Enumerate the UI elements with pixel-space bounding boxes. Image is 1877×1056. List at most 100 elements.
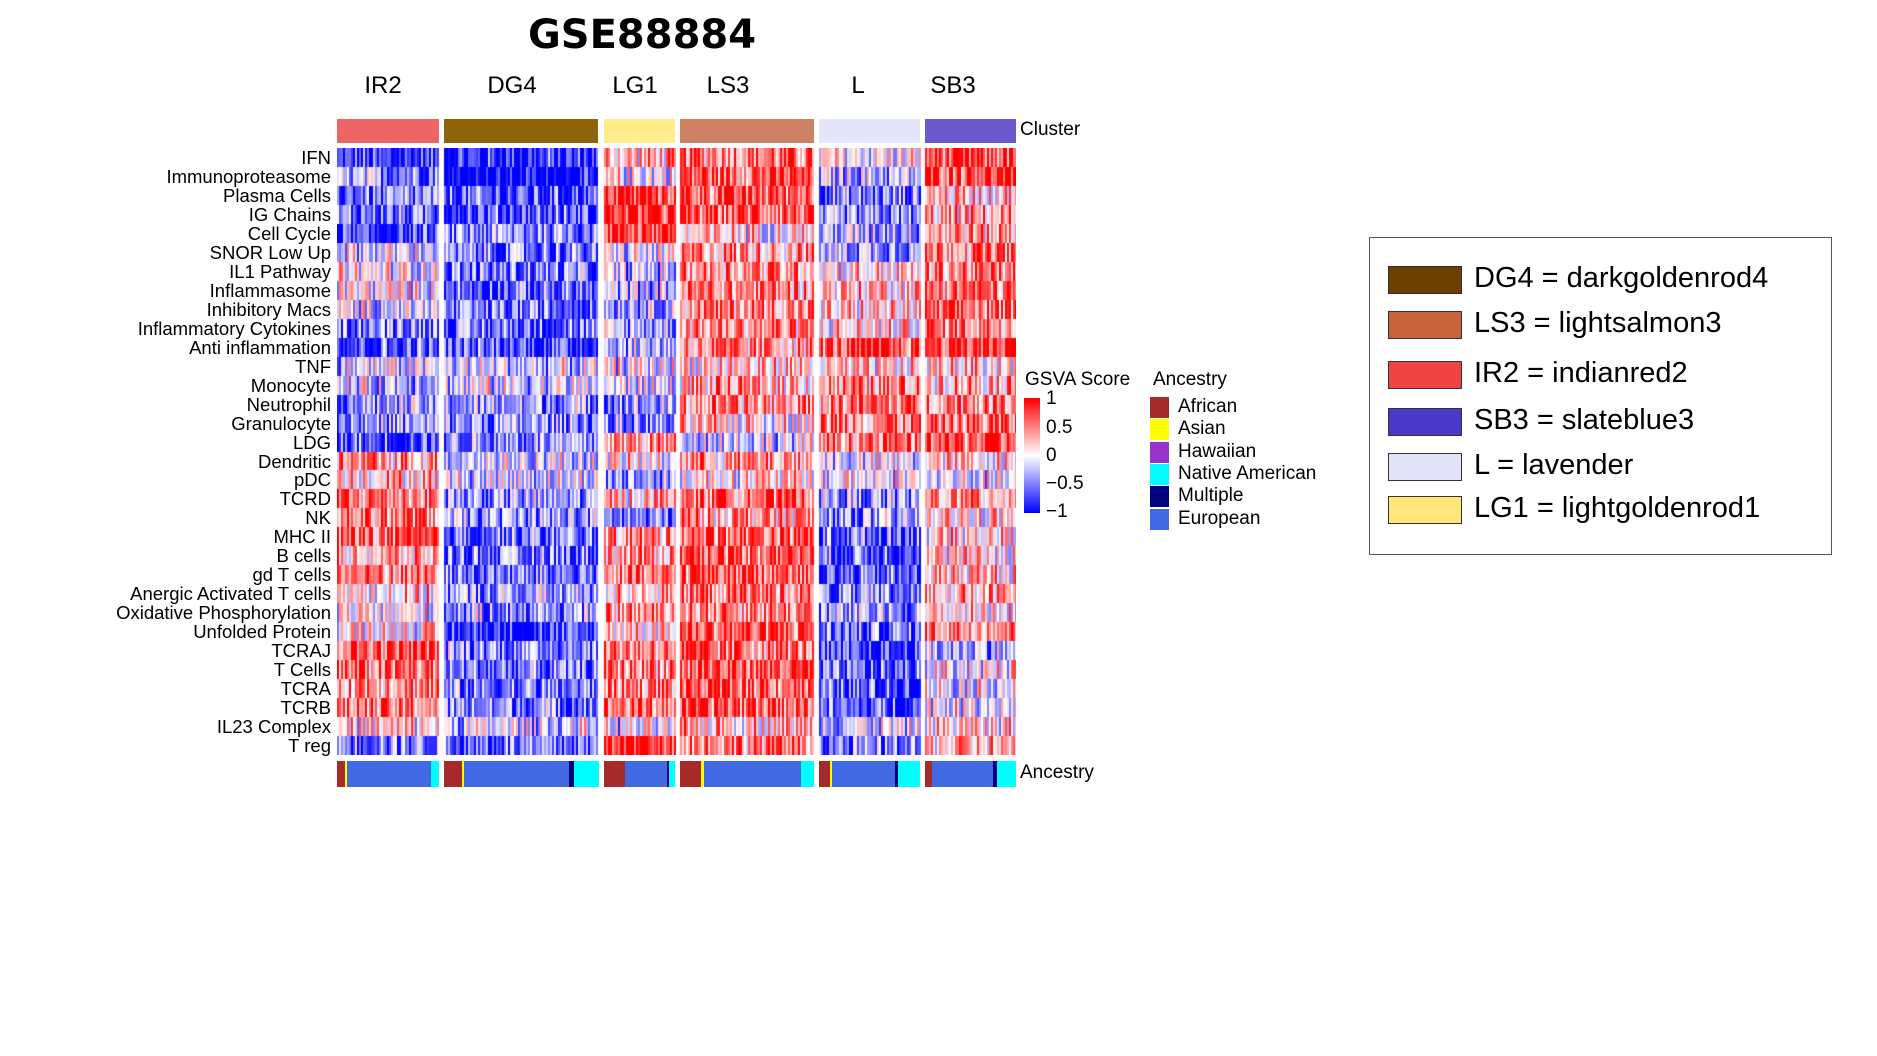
heatmap-cell-DG4-23	[444, 584, 598, 603]
row-label: Monocyte	[250, 374, 331, 396]
column-label-SB3: SB3	[930, 72, 976, 99]
heatmap-cell-L-28	[819, 679, 920, 698]
heatmap-cell-IR2-9	[337, 319, 439, 338]
heatmap-cell-L-20	[819, 527, 920, 546]
heatmap-cell-LS3-2	[680, 186, 814, 205]
heatmap-cell-LS3-0	[680, 148, 814, 167]
heatmap-cell-IR2-20	[337, 527, 439, 546]
ancestry-segment-european	[346, 761, 432, 787]
heatmap-cell-L-9	[819, 319, 920, 338]
ancestry-segment-european	[624, 761, 668, 787]
row-label: IL23 Complex	[216, 716, 331, 738]
row-label: Granulocyte	[231, 412, 331, 434]
heatmap-cell-LS3-18	[680, 489, 814, 508]
heatmap-cell-SB3-3	[925, 205, 1016, 224]
ancestry-legend-label: Hawaiian	[1178, 440, 1257, 462]
heatmap-cell-L-27	[819, 660, 920, 679]
heatmap-cell-SB3-31	[925, 736, 1016, 755]
row-label: Neutrophil	[246, 393, 331, 415]
heatmap-cell-IR2-6	[337, 262, 439, 281]
heatmap-cell-LG1-4	[604, 224, 675, 243]
ancestry-legend-swatch	[1150, 419, 1169, 441]
heatmap-cell-LG1-25	[604, 622, 675, 641]
heatmap-cell-DG4-3	[444, 205, 598, 224]
row-label: IFN	[301, 147, 331, 168]
row-label: TCRD	[279, 488, 331, 510]
heatmap-cell-IR2-28	[337, 679, 439, 698]
cluster-key-swatch	[1388, 453, 1462, 481]
heatmap-cell-LG1-13	[604, 395, 675, 414]
heatmap-cell-L-0	[819, 148, 920, 167]
heatmap-cell-LS3-31	[680, 736, 814, 755]
row-label: TCRA	[280, 678, 331, 700]
heatmap-cell-L-10	[819, 338, 920, 357]
row-label: LDG	[292, 431, 331, 453]
column-label-LG1: LG1	[612, 72, 658, 99]
heatmap-cells	[337, 148, 1016, 755]
heatmap-cell-LG1-27	[604, 660, 675, 679]
heatmap-cell-IR2-24	[337, 603, 439, 622]
heatmap-cell-DG4-4	[444, 224, 598, 243]
heatmap-cell-DG4-18	[444, 489, 598, 508]
heatmap-cell-L-30	[819, 717, 920, 736]
heatmap-cell-DG4-14	[444, 414, 598, 433]
heatmap-cell-IR2-29	[337, 698, 439, 717]
heatmap-cell-L-2	[819, 186, 920, 205]
heatmap-cell-LG1-12	[604, 376, 675, 395]
heatmap-cell-LS3-26	[680, 641, 814, 660]
ancestry-legend-label: Asian	[1178, 418, 1226, 440]
row-label: B cells	[276, 545, 332, 567]
heatmap-cell-IR2-19	[337, 508, 439, 527]
heatmap-cell-IR2-7	[337, 281, 439, 300]
heatmap-cell-DG4-6	[444, 262, 598, 281]
row-label: IL1 Pathway	[229, 260, 331, 282]
heatmap-cell-DG4-24	[444, 603, 598, 622]
heatmap-cell-L-7	[819, 281, 920, 300]
cluster-key-swatch	[1388, 361, 1462, 389]
heatmap-cell-LS3-21	[680, 546, 814, 565]
heatmap-cell-SB3-5	[925, 243, 1016, 262]
heatmap-cell-SB3-12	[925, 376, 1016, 395]
heatmap-cell-SB3-19	[925, 508, 1016, 527]
heatmap-cell-LG1-23	[604, 584, 675, 603]
heatmap-cell-LG1-8	[604, 300, 675, 319]
row-label: Inhibitory Macs	[206, 298, 331, 320]
heatmap-cell-LG1-15	[604, 433, 675, 452]
cluster-key-label: LG1 = lightgoldenrod1	[1474, 492, 1761, 524]
heatmap-cell-IR2-22	[337, 565, 439, 584]
ancestry-segment-multiple	[667, 761, 670, 787]
heatmap-cell-LS3-14	[680, 414, 814, 433]
ancestry-segment-native-american	[996, 761, 1016, 787]
row-label: SNOR Low Up	[209, 241, 331, 263]
heatmap-cell-L-21	[819, 546, 920, 565]
heatmap-canvas	[337, 148, 1016, 755]
heatmap-cell-LG1-22	[604, 565, 675, 584]
heatmap-cell-IR2-23	[337, 584, 439, 603]
row-label: Anti inflammation	[189, 336, 331, 358]
heatmap-cell-IR2-2	[337, 186, 439, 205]
ancestry-segment-asian	[830, 761, 832, 787]
heatmap-cell-LS3-22	[680, 565, 814, 584]
cluster-bar-IR2	[337, 119, 439, 143]
ancestry-legend-swatch	[1150, 486, 1169, 508]
cluster-bar-DG4	[444, 119, 598, 143]
colorbar-tick-label: −0.5	[1046, 473, 1084, 494]
heatmap-cell-SB3-1	[925, 167, 1016, 186]
heatmap-cell-IR2-13	[337, 395, 439, 414]
heatmap-cell-IR2-30	[337, 717, 439, 736]
heatmap-cell-LS3-5	[680, 243, 814, 262]
ancestry-segment-native-american	[669, 761, 675, 787]
heatmap-cell-LG1-18	[604, 489, 675, 508]
ancestry-segment-asian	[701, 761, 705, 787]
heatmap-cell-LS3-28	[680, 679, 814, 698]
heatmap-cell-DG4-15	[444, 433, 598, 452]
heatmap-cell-LG1-6	[604, 262, 675, 281]
colorbar-tick-label: 0	[1046, 445, 1057, 466]
heatmap-cell-L-6	[819, 262, 920, 281]
heatmap-cell-LS3-10	[680, 338, 814, 357]
heatmap-cell-IR2-25	[337, 622, 439, 641]
heatmap-cell-SB3-11	[925, 357, 1016, 376]
row-label: T reg	[288, 735, 331, 757]
cluster-bar-SB3	[925, 119, 1016, 143]
heatmap-cell-SB3-22	[925, 565, 1016, 584]
